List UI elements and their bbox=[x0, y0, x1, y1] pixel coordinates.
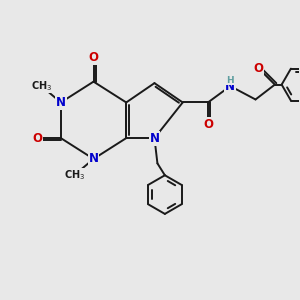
Text: O: O bbox=[88, 51, 98, 64]
Text: N: N bbox=[88, 152, 98, 165]
Text: O: O bbox=[203, 118, 213, 131]
Text: N: N bbox=[149, 132, 160, 145]
Text: O: O bbox=[254, 62, 263, 75]
Text: N: N bbox=[225, 80, 235, 93]
Text: CH$_3$: CH$_3$ bbox=[31, 79, 52, 93]
Text: H: H bbox=[226, 76, 234, 85]
Text: N: N bbox=[56, 96, 66, 109]
Text: CH$_3$: CH$_3$ bbox=[64, 168, 85, 182]
Text: O: O bbox=[32, 132, 42, 145]
